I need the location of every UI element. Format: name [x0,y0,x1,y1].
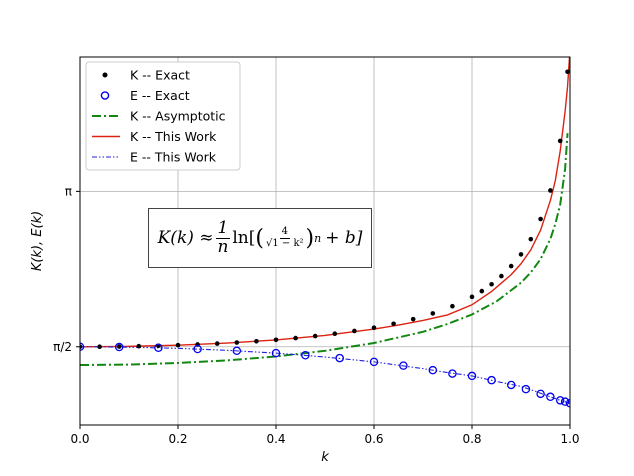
data-point-k-exact [80,344,83,350]
data-point-k-exact [273,337,279,343]
data-point-e-exact [154,343,163,353]
y-tick-label: π [65,184,72,198]
legend-label: K -- Exact [130,68,190,83]
x-axis: 0.0 0.2 0.4 0.6 0.8 1.0 [70,425,580,446]
data-point-e-exact [565,398,570,408]
data-point-e-exact [428,365,438,375]
data-point-k-exact [479,288,485,294]
data-point-e-exact [232,346,242,356]
data-point-k-exact [116,344,122,349]
data-point-k-exact [489,281,494,287]
data-point-e-exact [448,369,457,378]
legend-marker [102,72,108,78]
data-point-k-exact [97,344,102,350]
data-point-k-exact [548,188,553,193]
data-point-k-exact [410,316,416,322]
data-point-e-exact [335,353,344,363]
formula-ln: ln[ [232,228,256,248]
formula-lhs: K(k) ≈ [157,228,214,248]
formula-annotation: K(k) ≈ 1 n ln[ ( 4 √1 − k² ) n + b] [148,208,372,268]
data-point-e-exact [193,344,202,354]
formula-inner-fraction: 4 √1 − k² [265,226,304,249]
data-point-e-exact [271,348,281,358]
formula-exponent: n [314,231,322,245]
x-tick-label: 0.2 [168,432,187,446]
data-point-k-exact [391,321,396,327]
x-tick-label: 0.4 [266,432,285,446]
data-point-k-exact [371,325,377,330]
data-point-k-exact [499,273,504,279]
series-line-k-this-work [80,57,570,348]
data-point-e-exact [114,342,124,352]
data-point-e-exact [546,392,555,402]
data-point-e-exact [536,389,545,399]
x-tick-label: 1.0 [560,432,579,446]
y-tick-label: π/2 [53,340,72,354]
legend-marker [100,91,110,100]
legend-label: K -- This Work [130,129,217,144]
data-point-e-exact [301,351,310,360]
data-point-k-exact [332,331,338,337]
formula-inner-den: √1 − k² [265,237,304,249]
formula-inner-num: 4 [279,226,290,239]
data-point-e-exact [555,396,565,405]
data-point-k-exact [450,303,455,309]
data-point-e-exact [369,357,379,367]
formula-tail: + b] [325,228,363,248]
data-point-k-exact [214,341,220,346]
legend: K -- Exact E -- Exact K -- Asymptotic K -- … [85,61,241,171]
data-point-e-exact [506,380,516,390]
legend-label: K -- Asymptotic [130,109,226,124]
data-point-k-exact [352,328,357,334]
series-layer [80,57,570,408]
formula-fraction: 1 n [215,217,231,257]
data-point-k-exact [508,263,514,269]
data-point-k-exact [175,342,181,348]
legend-label: E -- This Work [130,150,217,165]
data-point-e-exact [487,375,496,385]
y-axis-label: K(k), E(k) [30,211,45,271]
data-point-k-exact [234,340,240,345]
data-point-k-exact [136,343,142,349]
data-point-e-exact [467,371,477,381]
legend-box [85,61,241,171]
x-axis-label: k [321,450,329,465]
data-point-k-exact [538,216,543,222]
data-point-k-exact [254,338,259,344]
series-line-e-this-work [80,346,570,404]
y-axis: π/2 π [53,184,80,354]
data-point-k-exact [557,138,563,144]
data-point-k-exact [293,335,298,341]
data-point-e-exact [560,397,570,406]
x-tick-label: 0.0 [70,432,89,446]
formula-frac-den: n [217,236,229,257]
data-point-k-exact [528,236,534,242]
formula-frac-num: 1 [215,217,231,239]
plot-frame [79,56,571,426]
x-tick-label: 0.8 [462,432,481,446]
data-point-k-exact [565,69,570,75]
data-point-k-exact [312,333,318,339]
series-line-k-asymptotic [80,133,569,367]
legend-label: E -- Exact [130,88,190,103]
x-tick-label: 0.6 [364,432,383,446]
data-point-k-exact [518,252,524,257]
data-point-k-exact [469,294,475,300]
data-point-e-exact [399,361,408,370]
data-point-k-exact [430,311,436,316]
data-point-e-exact [521,384,531,394]
